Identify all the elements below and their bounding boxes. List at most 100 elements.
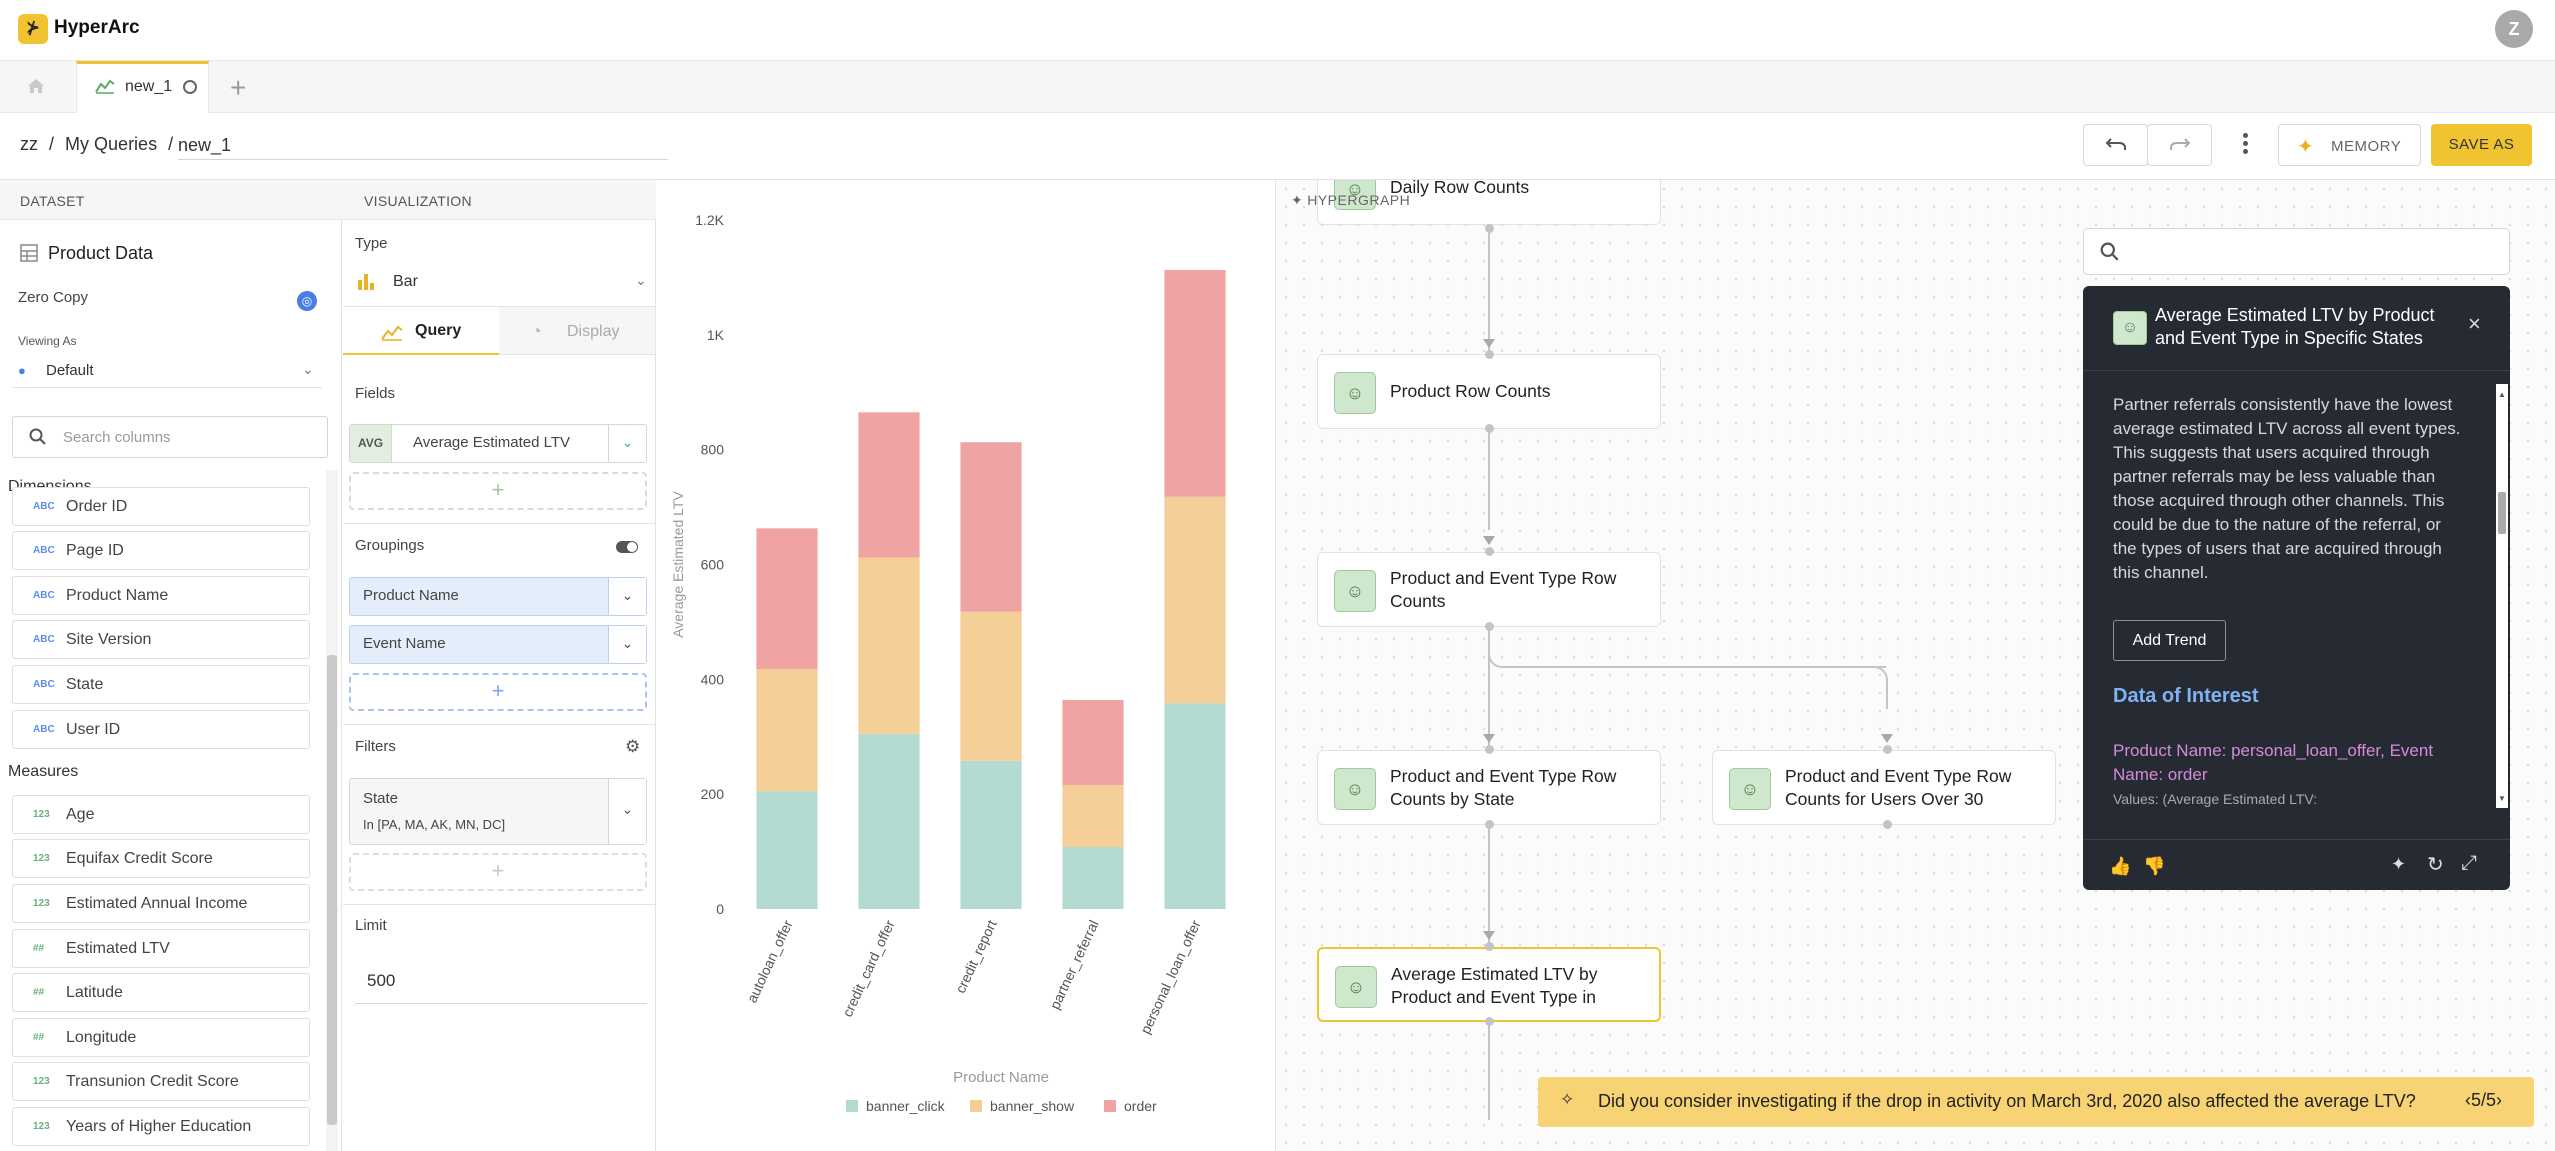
interest-item[interactable]: Product Name: personal_loan_offer, Event… [2113, 741, 2434, 784]
field-average-estimated-ltv[interactable]: AVG Average Estimated LTV ⌄ [349, 424, 647, 463]
query-icon [381, 325, 403, 341]
gear-icon[interactable]: ⚙ [625, 737, 641, 756]
home-icon[interactable] [22, 76, 50, 100]
insight-scrollbar[interactable]: ▲ ▼ [2496, 384, 2508, 808]
graph-node[interactable]: ☺ Product Row Counts [1317, 354, 1661, 429]
filter-state[interactable]: State In [PA, MA, AK, MN, DC] ⌄ [349, 778, 647, 845]
tab-query[interactable]: Query [343, 307, 499, 355]
node-port[interactable] [1485, 820, 1494, 829]
memory-button[interactable]: ✦ MEMORY [2278, 124, 2421, 166]
y-tick-label: 1K [707, 327, 725, 343]
more-options-icon[interactable] [2238, 131, 2252, 159]
zero-copy-label: Zero Copy [18, 289, 89, 306]
tab-display[interactable]: ◔ Display [499, 307, 655, 355]
text-type-icon: ABC [33, 724, 55, 735]
undo-button[interactable] [2083, 124, 2148, 166]
insight-title: Average Estimated LTV by Product and Eve… [2155, 305, 2435, 348]
bar-segment [858, 412, 920, 558]
grouping-product-name[interactable]: Product Name ⌄ [349, 577, 647, 616]
add-field-button[interactable]: + [349, 472, 647, 510]
viewing-as-label: Viewing As [18, 334, 77, 348]
column-search-input[interactable]: Search columns [12, 416, 328, 458]
column-item[interactable]: 123 Estimated Annual Income [12, 884, 310, 923]
node-port[interactable] [1485, 424, 1494, 433]
scrollbar-thumb[interactable] [327, 655, 337, 1125]
text-type-icon: ABC [33, 634, 55, 645]
node-port[interactable] [1485, 547, 1494, 556]
column-item[interactable]: 123 Years of Higher Education [12, 1107, 310, 1146]
groupings-toggle[interactable] [616, 541, 638, 553]
node-port[interactable] [1485, 622, 1494, 631]
graph-node[interactable]: ☺ Product and Event Type Row Counts [1317, 552, 1661, 627]
add-trend-button[interactable]: Add Trend [2113, 620, 2226, 661]
y-tick-label: 800 [701, 442, 725, 458]
legend-swatch [970, 1100, 982, 1112]
user-avatar[interactable]: Z [2495, 10, 2533, 48]
add-grouping-button[interactable]: + [349, 673, 647, 711]
column-item[interactable]: ABC Order ID [12, 487, 310, 526]
breadcrumb-folder[interactable]: My Queries [65, 134, 158, 154]
chevron-down-icon[interactable]: ⌄ [608, 779, 646, 844]
node-port[interactable] [1485, 1017, 1494, 1026]
column-item[interactable]: ## Estimated LTV [12, 929, 310, 968]
column-item[interactable]: ## Latitude [12, 973, 310, 1012]
tab-new-1[interactable]: new_1 [76, 61, 209, 113]
column-item[interactable]: ABC State [12, 665, 310, 704]
groupings-label: Groupings [355, 537, 425, 554]
graph-node-selected[interactable]: ☺ Average Estimated LTV by Product and E… [1317, 947, 1661, 1022]
node-port[interactable] [1883, 745, 1892, 754]
grouping-event-name[interactable]: Event Name ⌄ [349, 625, 647, 664]
close-icon[interactable]: × [2468, 311, 2481, 336]
add-filter-button[interactable]: + [349, 853, 647, 891]
aggregation-badge[interactable]: AVG [350, 425, 392, 462]
column-item[interactable]: ABC Site Version [12, 620, 310, 659]
viewing-as-select[interactable]: ● Default ⌄ [12, 354, 322, 388]
thumbs-down-icon[interactable]: 👎 [2143, 856, 2166, 876]
interest-values: Values: (Average Estimated LTV: [2113, 791, 2318, 807]
column-item[interactable]: ## Longitude [12, 1018, 310, 1057]
column-item[interactable]: 123 Age [12, 795, 310, 834]
column-item[interactable]: ABC User ID [12, 710, 310, 749]
bar-segment [756, 791, 818, 909]
chevron-down-icon[interactable]: ⌄ [608, 626, 646, 663]
chevron-down-icon[interactable]: ⌄ [608, 578, 646, 615]
refresh-icon[interactable]: ↻ [2427, 854, 2444, 876]
hyperarc-logo-icon[interactable]: ⊁ [18, 14, 48, 44]
graph-node[interactable]: ☺ Product and Event Type Row Counts by S… [1317, 750, 1661, 825]
bar-segment [858, 557, 920, 734]
add-tab-icon[interactable]: + [230, 72, 247, 103]
graph-search-input[interactable] [2083, 228, 2510, 275]
sparkle-icon[interactable]: ✦ [2391, 854, 2407, 874]
suggestion-pager[interactable]: ‹5/5› [2465, 1090, 2503, 1110]
columns-scrollbar[interactable] [326, 470, 338, 1151]
node-port[interactable] [1883, 820, 1892, 829]
hypergraph-canvas[interactable]: ✦ HYPERGRAPH ☺ Daily Row Counts ☺ Product… [1277, 180, 2555, 1151]
divider [343, 724, 655, 725]
column-item[interactable]: 123 Transunion Credit Score [12, 1062, 310, 1101]
breadcrumb-root[interactable]: zz [20, 134, 38, 154]
bar-segment [960, 442, 1022, 612]
column-item[interactable]: ABC Product Name [12, 576, 310, 615]
bar-chart-icon [358, 274, 374, 290]
unsaved-indicator-icon[interactable] [183, 80, 197, 94]
node-port[interactable] [1485, 350, 1494, 359]
suggestion-banner[interactable]: ✧ Did you consider investigating if the … [1538, 1077, 2534, 1127]
column-item[interactable]: ABC Page ID [12, 531, 310, 570]
limit-input[interactable]: 500 [355, 962, 647, 1004]
column-item[interactable]: 123 Equifax Credit Score [12, 839, 310, 878]
app-name: HyperArc [54, 17, 140, 38]
node-port[interactable] [1485, 745, 1494, 754]
node-port[interactable] [1485, 942, 1494, 951]
graph-node[interactable]: ☺ Product and Event Type Row Counts for … [1712, 750, 2056, 825]
thumbs-up-icon[interactable]: 👍 [2109, 856, 2132, 876]
scrollbar-thumb[interactable] [2498, 492, 2506, 534]
node-port[interactable] [1485, 224, 1494, 233]
bar-segment [960, 760, 1022, 909]
query-name-input[interactable]: new_1 [178, 132, 668, 160]
chevron-down-icon[interactable]: ⌄ [608, 425, 646, 462]
redo-button[interactable] [2147, 124, 2212, 166]
expand-icon[interactable]: ⤢ [2461, 852, 2477, 874]
save-as-button[interactable]: SAVE AS [2431, 124, 2532, 166]
text-type-icon: ABC [33, 590, 55, 601]
chart-type-select[interactable]: Bar ⌄ [355, 270, 651, 302]
